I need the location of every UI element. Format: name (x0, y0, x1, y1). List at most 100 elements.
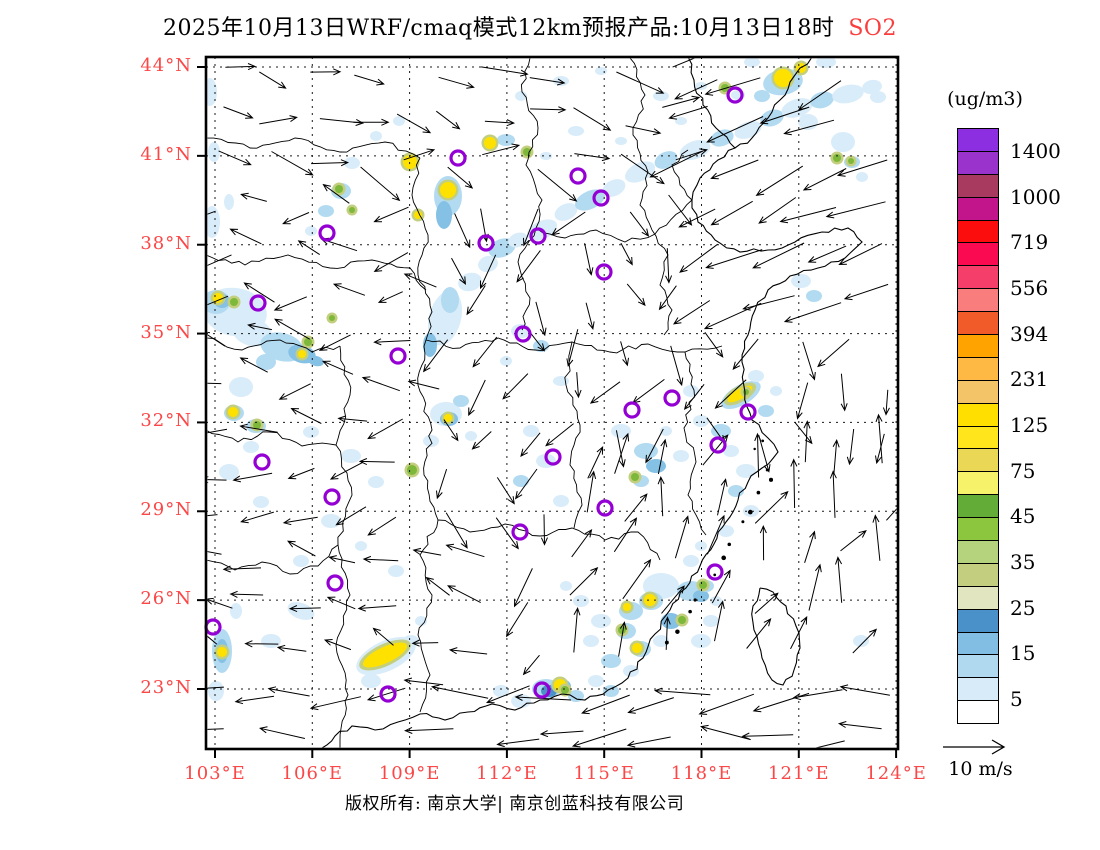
colorbar-cell (958, 563, 998, 587)
so2-patch (393, 116, 405, 126)
province-border (535, 199, 693, 243)
lat-label: 38°N (140, 232, 192, 254)
wind-vector (803, 420, 811, 463)
wind-vector (661, 585, 685, 614)
wind-vector (794, 422, 813, 445)
wind-vector (802, 168, 847, 191)
wind-vector (551, 211, 586, 236)
wind-vector (267, 686, 310, 697)
city-marker (709, 436, 727, 454)
wind-vector (243, 282, 275, 303)
colorbar-tick-label: 5 (1010, 687, 1023, 712)
map-frame (197, 55, 900, 758)
so2-hotspot-core (228, 407, 238, 417)
colorbar-cell (958, 632, 998, 656)
so2-patch (691, 634, 711, 648)
island-speck (768, 477, 774, 482)
wind-vector (222, 565, 262, 573)
wind-vector (663, 616, 671, 650)
wind-vector (247, 322, 272, 331)
wind-vector (239, 357, 268, 373)
so2-patch (583, 635, 599, 647)
wind-vector (373, 206, 409, 223)
province-border (651, 229, 673, 336)
wind-vector (852, 628, 878, 654)
colorbar-cell (958, 403, 998, 427)
province-border (517, 227, 537, 331)
wind-vector (620, 153, 665, 185)
wind-vector (875, 413, 883, 464)
wind-vector (616, 71, 665, 94)
so2-patch (219, 464, 239, 480)
colorbar-cell (958, 289, 998, 313)
city-marker (726, 86, 744, 104)
wind-vector (614, 432, 630, 474)
colorbar-cell (958, 335, 998, 358)
lon-label: 109°E (378, 763, 441, 784)
wind-vector (622, 558, 652, 600)
wind-vector (495, 517, 519, 550)
wind-vector (366, 687, 406, 702)
wind-vector (354, 74, 385, 86)
coastline (688, 58, 812, 149)
colorbar-tick-label: 394 (1010, 321, 1049, 346)
wind-vector (584, 243, 594, 276)
so2-patch (810, 91, 834, 109)
province-border (683, 351, 707, 536)
colorbar-cell (958, 174, 998, 198)
wind-vector (282, 516, 318, 526)
wind-vector (566, 329, 579, 367)
wind-vector (468, 379, 486, 417)
island-speck (753, 447, 756, 451)
so2-patch (458, 272, 482, 292)
wind-vector (836, 159, 888, 177)
colorbar-cell (958, 220, 998, 244)
wind-vector (360, 166, 401, 202)
so2-patch (634, 443, 658, 459)
lon-label: 118°E (670, 763, 733, 784)
island-speck (741, 520, 745, 524)
province-border (207, 137, 421, 159)
so2-patch (500, 356, 512, 366)
wind-vector (626, 283, 646, 307)
so2-hotspot-core (743, 389, 749, 395)
so2-patch (683, 555, 699, 567)
wind-vector (412, 547, 442, 556)
wind-vector (587, 445, 604, 479)
so2-patch (253, 496, 269, 508)
wind-vector (665, 248, 673, 284)
wind-vector (396, 113, 432, 134)
colorbar-tick-label: 125 (1010, 413, 1049, 437)
so2-patch (744, 58, 760, 67)
wind-vector (407, 379, 440, 390)
so2-patch (355, 541, 367, 551)
wind-vector (445, 512, 468, 549)
wind-vector (240, 192, 267, 202)
wind-vector (704, 332, 724, 358)
so2-patch (388, 565, 404, 577)
wind-vector (783, 302, 842, 323)
wind-vector (815, 740, 845, 748)
wind-vector (514, 693, 572, 701)
wind-vector (843, 283, 889, 301)
wind-vector (649, 150, 704, 178)
wind-vector (361, 376, 400, 392)
so2-patch (831, 132, 855, 152)
wind-vector (704, 77, 761, 96)
copyright-text: 版权所有: 南京大学| 南京创蓝科技有限公司 (345, 794, 685, 814)
wind-vector (288, 605, 321, 613)
wind-vector (447, 166, 474, 189)
so2-hotspot-core (304, 338, 312, 346)
so2-hotspot-core (632, 643, 642, 653)
so2-patch (760, 109, 784, 127)
so2-hotspot-core (644, 594, 656, 606)
so2-hotspot-core (329, 315, 335, 321)
wind-vector (240, 511, 274, 524)
coastline (751, 587, 801, 686)
so2-patch (758, 405, 774, 417)
colorbar-tick-label: 35 (1010, 550, 1036, 575)
wind-vector (353, 118, 390, 126)
wind-vector (218, 150, 252, 166)
so2-patch (816, 58, 836, 68)
colorbar-tick-label: 45 (1010, 504, 1036, 529)
